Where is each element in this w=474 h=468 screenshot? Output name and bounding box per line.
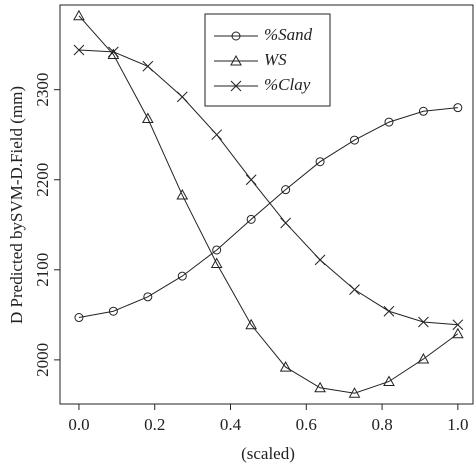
point bbox=[210, 257, 223, 268]
point bbox=[383, 375, 395, 386]
point bbox=[141, 112, 154, 123]
point bbox=[452, 319, 464, 331]
legend-label: %Clay bbox=[264, 75, 311, 94]
y-axis-label: D Predicted bySVM-D.Field (mm) bbox=[7, 86, 26, 324]
point bbox=[384, 117, 394, 127]
legend-label: %Sand bbox=[264, 25, 313, 44]
point bbox=[350, 135, 360, 145]
point bbox=[280, 217, 291, 229]
point bbox=[108, 46, 119, 58]
point bbox=[453, 103, 463, 113]
point bbox=[246, 214, 256, 224]
x-tick-label: 0.8 bbox=[371, 415, 392, 434]
legend-marker bbox=[230, 80, 242, 92]
point bbox=[279, 361, 292, 372]
point bbox=[417, 352, 430, 364]
x-tick-label: 0.4 bbox=[220, 415, 242, 434]
legend-label: WS bbox=[264, 50, 287, 69]
point bbox=[418, 316, 429, 328]
point bbox=[281, 185, 291, 195]
series-line bbox=[78, 15, 459, 394]
x-tick-label: 0.6 bbox=[296, 415, 317, 434]
point bbox=[212, 245, 222, 255]
x-tick-label: 0.0 bbox=[68, 415, 89, 434]
y-tick-label: 2000 bbox=[33, 343, 52, 377]
point bbox=[108, 306, 118, 316]
point bbox=[245, 318, 258, 330]
point bbox=[211, 129, 223, 141]
point bbox=[451, 327, 464, 339]
y-tick-label: 2300 bbox=[33, 73, 52, 107]
y-tick-label: 2200 bbox=[33, 163, 52, 197]
y-tick-label: 2100 bbox=[33, 253, 52, 287]
series-line bbox=[78, 49, 458, 326]
point bbox=[176, 91, 188, 103]
point bbox=[418, 106, 428, 116]
legend-marker bbox=[231, 31, 241, 41]
point bbox=[177, 271, 187, 281]
point bbox=[349, 284, 360, 295]
point bbox=[348, 387, 361, 398]
plot-frame bbox=[59, 4, 474, 405]
point bbox=[245, 174, 257, 186]
point bbox=[315, 157, 325, 167]
x-tick-label: 0.2 bbox=[144, 415, 165, 434]
point bbox=[314, 381, 326, 393]
point bbox=[314, 254, 326, 266]
point bbox=[73, 9, 85, 21]
point bbox=[176, 189, 189, 200]
point bbox=[383, 305, 395, 317]
x-tick-label: 1.0 bbox=[447, 415, 468, 434]
point bbox=[143, 292, 153, 302]
legend-box bbox=[204, 13, 331, 107]
point bbox=[142, 60, 154, 72]
point bbox=[73, 44, 85, 56]
point bbox=[74, 313, 84, 323]
legend-marker bbox=[230, 54, 242, 66]
x-axis-label: (scaled) bbox=[241, 444, 295, 463]
series-line bbox=[78, 107, 458, 319]
